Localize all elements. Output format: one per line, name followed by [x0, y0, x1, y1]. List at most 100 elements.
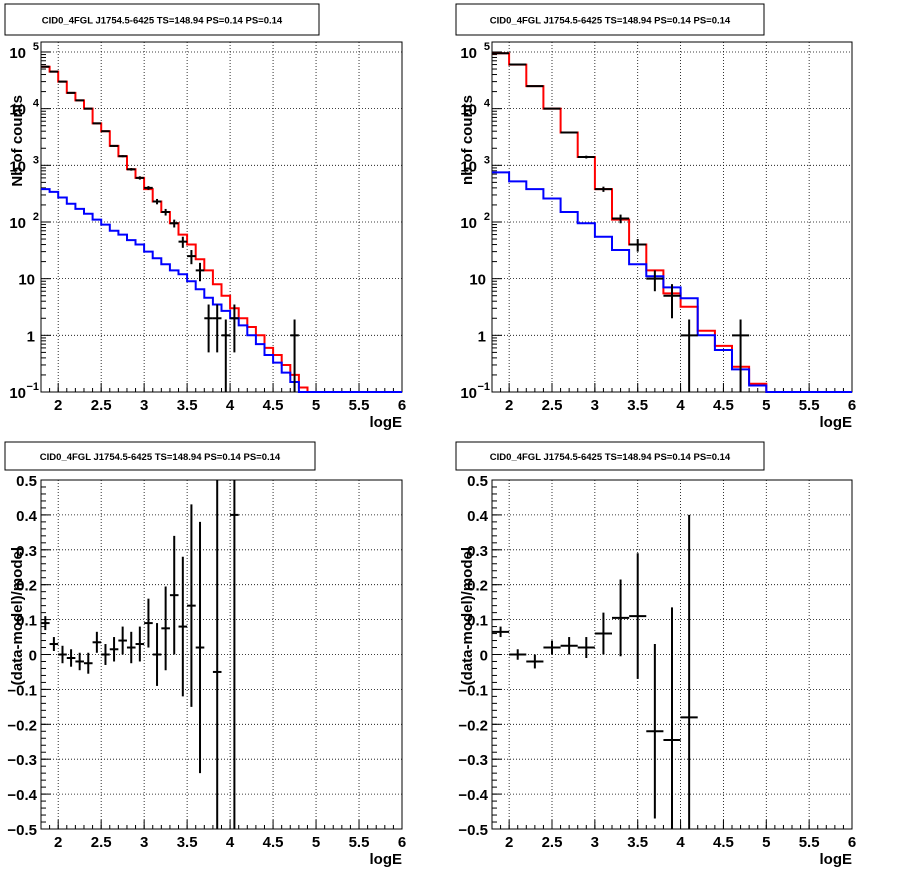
x-tick-label: 5: [762, 397, 770, 414]
chart-panel-4: 2 2.5 3 3.5 4 4.5 5 5.5 6 −0.5 −0.4 −0.3 −0.2 −0.1 0 0.…: [455, 441, 856, 868]
y-tick-label: 0.2: [467, 578, 488, 595]
chart-title: CID0_4FGL J1754.5-6425 TS=148.94 PS=0.14…: [490, 452, 731, 463]
data-point: [169, 219, 179, 228]
plot-frame: [491, 41, 853, 393]
data-point: [58, 80, 67, 83]
data-point: [221, 319, 231, 392]
x-tick-label: 2: [505, 834, 513, 851]
y-tick-label: −0.3: [458, 752, 488, 769]
data-point: [646, 644, 664, 819]
data-point: [83, 107, 93, 110]
x-grid: [57, 42, 360, 392]
data-point: [49, 70, 59, 73]
data-point: [230, 304, 239, 353]
chart-panel-3: 2 2.5 3 3.5 4 4.5 5 5.5 6 −0.5 −0.4 −0.3 −0.2 −0.1 0 0.…: [4, 441, 406, 868]
data-point: [49, 637, 59, 652]
y-tick-label: −0.4: [458, 787, 488, 804]
y-tick-exponent: 4: [484, 98, 491, 110]
data-point: [212, 480, 222, 829]
x-tick-label: 6: [848, 397, 856, 414]
x-tick-label: 2.5: [542, 834, 563, 851]
data-point: [187, 504, 196, 707]
data-point: [161, 586, 170, 671]
data-point: [560, 131, 578, 134]
data-point: [612, 214, 630, 224]
y-tick-label: 0.1: [16, 613, 37, 630]
x-tick-label: 5: [312, 397, 320, 414]
data-point: [195, 521, 205, 774]
y-tick-exponent: 5: [33, 41, 39, 53]
data-point: [577, 637, 595, 658]
data-point: [101, 130, 110, 133]
title-box: [4, 441, 316, 471]
data-point: [135, 176, 145, 180]
data-point: [144, 598, 153, 648]
y-axis-label: Nb of counts: [9, 95, 26, 187]
y-tick-label: 1: [478, 328, 486, 345]
y-axis-label: (data-model)/model: [459, 547, 476, 685]
data-point: [560, 637, 578, 655]
x-axis-label: logE: [370, 851, 403, 868]
plot-frame: [40, 41, 403, 393]
x-tick-label: 3.5: [177, 834, 198, 851]
x-tick-label: 3.5: [627, 397, 648, 414]
data-point: [663, 284, 681, 319]
x-tick-label: 4.5: [713, 397, 734, 414]
data-point: [178, 236, 188, 248]
y-tick-exponent: 2: [484, 211, 490, 223]
y-tick-label: 10: [9, 385, 26, 402]
y-tick-label: 10: [460, 385, 477, 402]
y-tick-exponent: 4: [33, 98, 40, 110]
data-point: [66, 91, 76, 94]
y-tick-label: −0.4: [7, 787, 37, 804]
x-tick-label: 2: [54, 834, 62, 851]
data-point: [629, 553, 647, 679]
data-point: [135, 626, 145, 662]
data-point: [543, 640, 561, 655]
x-tick-label: 2.5: [91, 834, 112, 851]
title-box: [4, 3, 320, 36]
x-tick-label: 2: [54, 397, 62, 414]
y-tick-label: 0.2: [16, 578, 37, 595]
x-tick-label: 3: [140, 397, 148, 414]
y-tick-label: 10: [9, 102, 26, 119]
y-tick-exponent: 5: [484, 41, 490, 53]
y-tick-label: 10: [460, 158, 477, 175]
data-point: [83, 652, 93, 674]
data-point: [195, 262, 205, 282]
x-tick-label: 3: [591, 397, 599, 414]
x-tick-label: 2: [505, 397, 513, 414]
y-tick-label: 10: [469, 272, 486, 289]
x-tick-label: 4.5: [263, 834, 284, 851]
data-point: [543, 107, 561, 110]
x-tick-label: 4: [226, 834, 235, 851]
data-point: [169, 535, 179, 655]
data-point: [41, 65, 50, 68]
data-point: [629, 239, 647, 252]
x-tick-label: 4.5: [713, 834, 734, 851]
data-point: [118, 626, 127, 655]
y-tick-label: 0.4: [467, 508, 489, 525]
data-point: [41, 616, 50, 631]
data-point: [178, 556, 188, 697]
y-tick-exponent: 2: [33, 211, 39, 223]
data-point: [109, 144, 119, 147]
data-point: [152, 198, 162, 205]
data-point: [66, 649, 76, 667]
data-point: [526, 85, 544, 88]
x-tick-label: 5: [312, 834, 320, 851]
y-tick-label: 10: [460, 102, 477, 119]
data-point: [92, 122, 102, 125]
data-point: [126, 631, 136, 664]
x-tick-label: 6: [398, 834, 406, 851]
x-tick-label: 6: [398, 397, 406, 414]
x-tick-label: 5.5: [799, 397, 820, 414]
y-tick-label: 0.1: [467, 613, 488, 630]
x-tick-label: 4: [226, 397, 235, 414]
data-point: [101, 644, 110, 665]
y-tick-label: −0.3: [7, 752, 37, 769]
y-tick-label: −0.1: [7, 682, 37, 699]
